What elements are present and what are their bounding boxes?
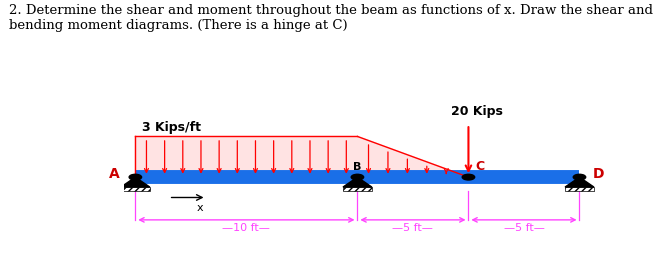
Text: —5 ft—: —5 ft— bbox=[392, 224, 434, 233]
Text: B: B bbox=[353, 162, 362, 171]
Bar bbox=[343, 187, 372, 191]
Text: 20 Kips: 20 Kips bbox=[451, 105, 502, 118]
Circle shape bbox=[351, 174, 364, 180]
Text: 2. Determine the shear and moment throughout the beam as functions of x. Draw th: 2. Determine the shear and moment throug… bbox=[9, 4, 653, 32]
Circle shape bbox=[129, 174, 141, 180]
Text: —5 ft—: —5 ft— bbox=[504, 224, 544, 233]
Text: D: D bbox=[593, 167, 604, 181]
Circle shape bbox=[574, 174, 586, 180]
Polygon shape bbox=[135, 136, 468, 177]
Polygon shape bbox=[121, 177, 150, 187]
Bar bbox=[565, 187, 594, 191]
Circle shape bbox=[462, 174, 475, 180]
Text: x: x bbox=[196, 203, 203, 213]
Text: —10 ft—: —10 ft— bbox=[222, 224, 270, 233]
Text: 3 Kips/ft: 3 Kips/ft bbox=[142, 121, 201, 134]
Bar bbox=[121, 187, 150, 191]
Text: C: C bbox=[475, 160, 484, 172]
Polygon shape bbox=[343, 177, 372, 187]
Polygon shape bbox=[565, 177, 594, 187]
Text: A: A bbox=[109, 167, 120, 181]
